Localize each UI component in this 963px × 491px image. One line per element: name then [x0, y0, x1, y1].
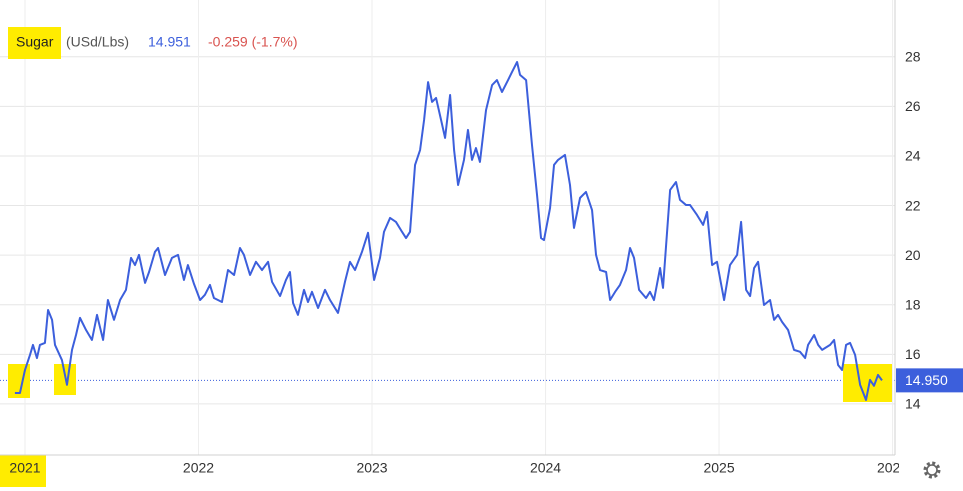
x-tick-label: 2022 — [183, 460, 214, 476]
price: 14.951 — [148, 34, 191, 50]
y-tick-label: 24 — [905, 148, 921, 164]
y-tick-label: 18 — [905, 296, 921, 312]
last-price-box — [896, 368, 963, 393]
change: -0.259 (-1.7%) — [208, 34, 297, 50]
chart-title: Sugar — [16, 34, 54, 50]
y-tick-label: 28 — [905, 48, 921, 64]
x-tick-label: 2026 — [877, 460, 908, 476]
last-price-label: 14.950 — [905, 372, 948, 388]
gear-teeth — [923, 461, 941, 479]
highlight — [0, 455, 46, 487]
gear-body — [926, 464, 938, 476]
y-tick-label: 26 — [905, 98, 921, 114]
x-tick-label: 2021 — [9, 460, 40, 476]
y-tick-label: 22 — [905, 197, 921, 213]
x-tick-label: 2024 — [530, 460, 561, 476]
x-tick-label: 2023 — [356, 460, 387, 476]
settings-icon[interactable] — [923, 461, 941, 479]
x-tick-label: 2025 — [703, 460, 734, 476]
price-line — [14, 60, 883, 401]
unit: (USd/Lbs) — [66, 34, 129, 50]
y-tick-label: 16 — [905, 346, 921, 362]
y-tick-label: 20 — [905, 247, 921, 263]
y-tick-label: 14 — [905, 396, 921, 412]
highlight — [8, 27, 61, 59]
